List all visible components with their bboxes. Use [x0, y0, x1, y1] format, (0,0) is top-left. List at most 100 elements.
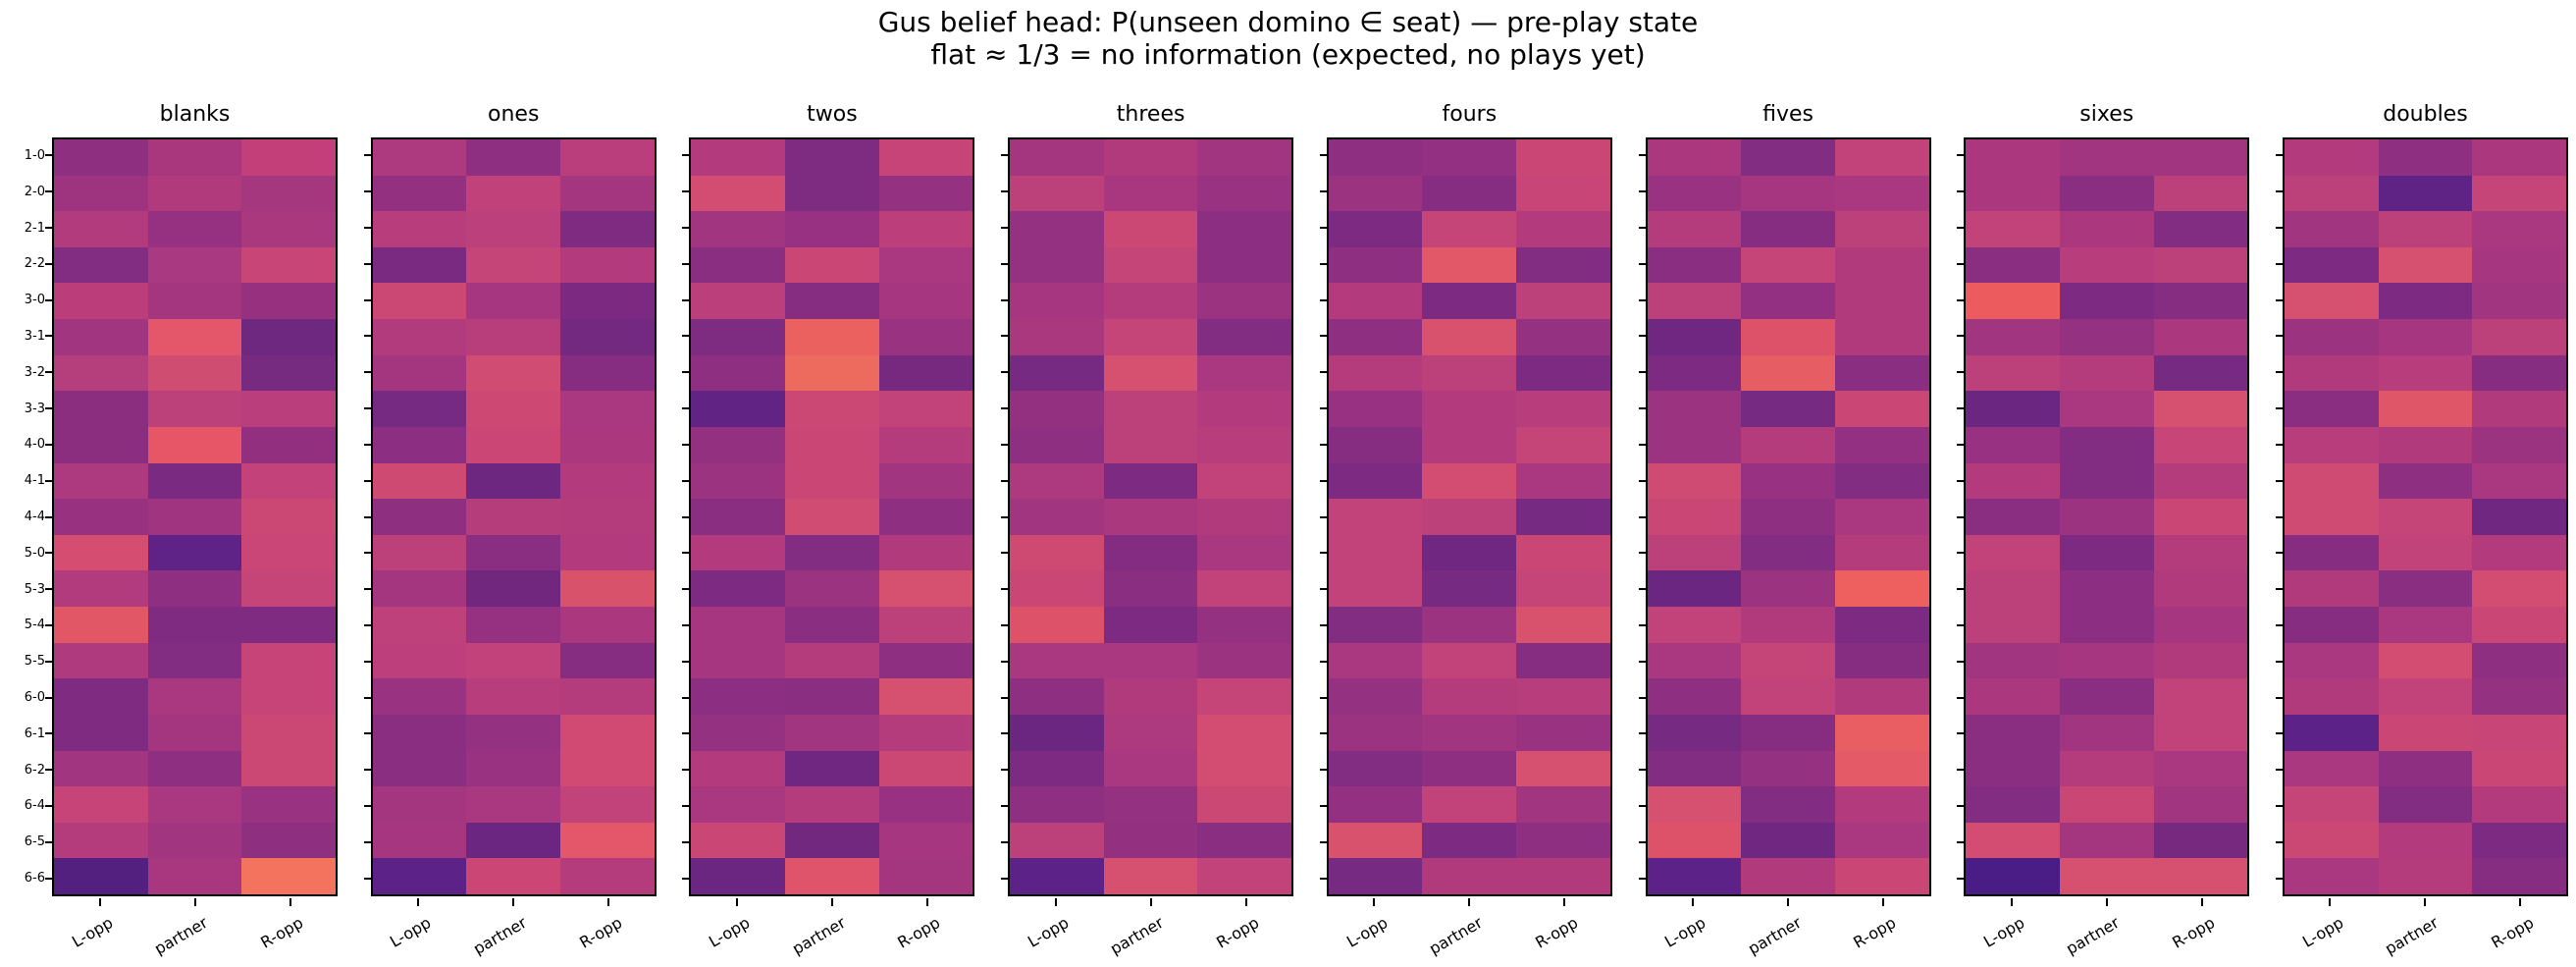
heatmap-cell: [1328, 822, 1423, 859]
x-tick: [1692, 898, 1695, 906]
heatmap-cell: [1647, 858, 1742, 894]
y-tick-label: 6-5: [24, 834, 45, 850]
heatmap-cell: [466, 678, 561, 715]
x-tick-label: R-opp: [1531, 913, 1581, 952]
heatmap-cell: [147, 283, 242, 320]
x-tick: [2105, 898, 2108, 906]
heatmap-cell: [466, 822, 561, 859]
heatmap-cell: [878, 642, 973, 679]
y-tick: [682, 298, 690, 301]
heatmap-cell: [2472, 139, 2566, 176]
heatmap-cell: [2059, 354, 2154, 392]
y-tick: [2275, 443, 2283, 446]
y-tick-label: 6-6: [24, 871, 45, 886]
heatmap-cell: [785, 283, 879, 320]
heatmap-cell: [691, 786, 786, 823]
heatmap-cell: [2472, 246, 2566, 284]
y-tick: [1638, 262, 1646, 265]
heatmap-cell: [878, 750, 973, 787]
y-tick-label: 6-0: [24, 690, 45, 706]
x-tick-label: R-opp: [1850, 913, 1900, 952]
heatmap-cell: [1516, 822, 1610, 859]
heatmap-cell: [147, 499, 242, 535]
heatmap-cell: [1966, 822, 2060, 859]
heatmap-cell: [1328, 858, 1423, 894]
heatmap-cell: [2472, 319, 2566, 355]
heatmap-cell: [1010, 822, 1104, 859]
y-tick: [1001, 552, 1009, 555]
y-tick: [1319, 804, 1327, 807]
x-tick-label: L-opp: [68, 913, 116, 951]
y-tick: [1319, 227, 1327, 230]
heatmap-cell: [372, 858, 467, 894]
heatmap-cell: [1834, 391, 1929, 427]
heatmap-cell: [2472, 750, 2566, 787]
heatmap-cell: [878, 175, 973, 212]
heatmap-cell: [147, 750, 242, 787]
heatmap-cell: [241, 750, 336, 787]
heatmap-cell: [1966, 354, 2060, 392]
heatmap-cell: [1328, 426, 1423, 463]
y-tick: [1638, 732, 1646, 735]
heatmap-cell: [1516, 391, 1610, 427]
heatmap-cell: [2378, 714, 2473, 751]
heatmap-cell: [1741, 534, 1835, 571]
heatmap-cell: [691, 822, 786, 859]
y-tick: [1001, 877, 1009, 880]
y-tick: [1001, 190, 1009, 193]
heatmap-cell: [2059, 139, 2154, 176]
heatmap-cell: [560, 462, 655, 500]
heatmap-cell: [2284, 211, 2379, 247]
y-tick: [1001, 479, 1009, 482]
y-tick: [363, 407, 371, 410]
heatmap-cell: [1647, 534, 1742, 571]
heatmap-cell: [785, 750, 879, 787]
heatmap-cell: [1422, 175, 1517, 212]
x-tick-label: L-opp: [1661, 913, 1709, 951]
heatmap-cell: [1741, 211, 1835, 247]
heatmap-cell: [785, 642, 879, 679]
heatmap-cell: [560, 822, 655, 859]
y-tick: [682, 840, 690, 843]
y-tick: [682, 588, 690, 591]
subplot-sixes: [1964, 137, 2250, 896]
subplot-title-doubles: doubles: [2383, 102, 2468, 127]
heatmap-cell: [1197, 858, 1292, 894]
heatmap-cell: [1010, 246, 1104, 284]
heatmap-cell: [1422, 714, 1517, 751]
heatmap-cell: [785, 354, 879, 392]
x-tick: [2010, 898, 2013, 906]
heatmap-cell: [147, 426, 242, 463]
y-tick: [682, 227, 690, 230]
heatmap-cell: [241, 499, 336, 535]
heatmap-cell: [2059, 462, 2154, 500]
y-tick: [1319, 732, 1327, 735]
y-tick: [363, 443, 371, 446]
heatmap-cell: [785, 714, 879, 751]
heatmap-cell: [1103, 678, 1198, 715]
heatmap-cell: [1647, 139, 1742, 176]
heatmap-cell: [147, 354, 242, 392]
y-tick: [1638, 190, 1646, 193]
heatmap-cell: [466, 283, 561, 320]
heatmap-cell: [54, 786, 148, 823]
heatmap-cell: [2153, 678, 2248, 715]
heatmap-cell: [372, 642, 467, 679]
heatmap-cell: [1516, 607, 1610, 643]
heatmap-cell: [1966, 462, 2060, 500]
y-tick-label: 4-1: [24, 473, 45, 489]
heatmap-cell: [1741, 786, 1835, 823]
heatmap-cell: [2378, 319, 2473, 355]
heatmap-cell: [2059, 786, 2154, 823]
subplot-title-fours: fours: [1442, 102, 1498, 127]
heatmap-cell: [691, 354, 786, 392]
heatmap-cell: [691, 570, 786, 608]
y-tick: [2275, 660, 2283, 663]
heatmap-cell: [1010, 283, 1104, 320]
heatmap-cell: [1741, 678, 1835, 715]
heatmap-cell: [241, 354, 336, 392]
x-tick: [512, 898, 515, 906]
heatmap-cell: [1741, 462, 1835, 500]
y-tick: [363, 623, 371, 626]
y-tick: [1957, 190, 1965, 193]
